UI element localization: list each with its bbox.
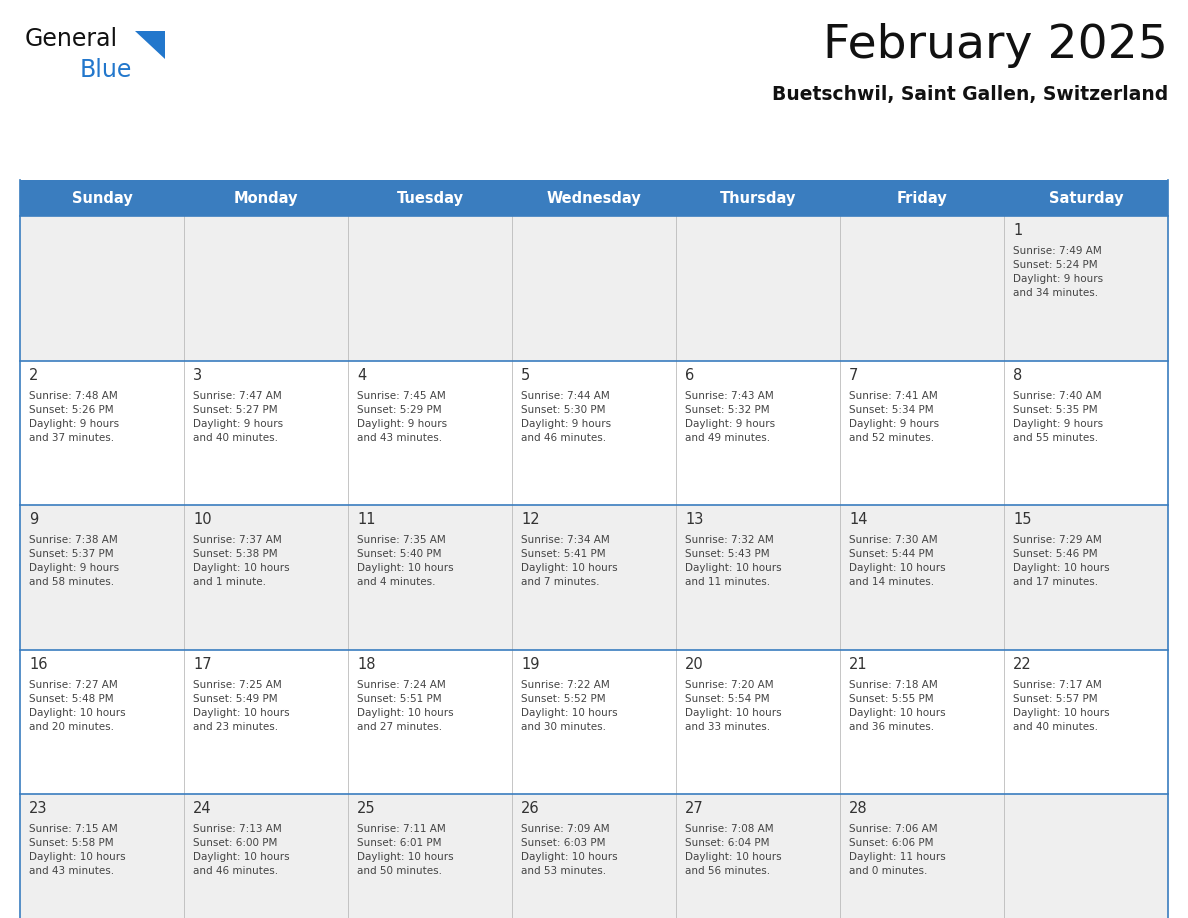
Text: Sunrise: 7:11 AM
Sunset: 6:01 PM
Daylight: 10 hours
and 50 minutes.: Sunrise: 7:11 AM Sunset: 6:01 PM Dayligh…	[358, 824, 454, 877]
Text: Sunrise: 7:32 AM
Sunset: 5:43 PM
Daylight: 10 hours
and 11 minutes.: Sunrise: 7:32 AM Sunset: 5:43 PM Dayligh…	[685, 535, 782, 588]
Text: 10: 10	[192, 512, 211, 527]
Text: 20: 20	[685, 656, 703, 672]
Text: Tuesday: Tuesday	[397, 191, 463, 206]
Text: Sunrise: 7:24 AM
Sunset: 5:51 PM
Daylight: 10 hours
and 27 minutes.: Sunrise: 7:24 AM Sunset: 5:51 PM Dayligh…	[358, 680, 454, 732]
Text: General: General	[25, 27, 118, 51]
Text: Sunrise: 7:22 AM
Sunset: 5:52 PM
Daylight: 10 hours
and 30 minutes.: Sunrise: 7:22 AM Sunset: 5:52 PM Dayligh…	[522, 680, 618, 732]
Text: Blue: Blue	[80, 58, 132, 82]
Text: Sunrise: 7:37 AM
Sunset: 5:38 PM
Daylight: 10 hours
and 1 minute.: Sunrise: 7:37 AM Sunset: 5:38 PM Dayligh…	[192, 535, 290, 588]
Text: 19: 19	[522, 656, 539, 672]
Text: Saturday: Saturday	[1049, 191, 1123, 206]
Text: 25: 25	[358, 801, 375, 816]
Text: Sunrise: 7:29 AM
Sunset: 5:46 PM
Daylight: 10 hours
and 17 minutes.: Sunrise: 7:29 AM Sunset: 5:46 PM Dayligh…	[1013, 535, 1110, 588]
Text: Buetschwil, Saint Gallen, Switzerland: Buetschwil, Saint Gallen, Switzerland	[772, 85, 1168, 104]
Text: Sunrise: 7:45 AM
Sunset: 5:29 PM
Daylight: 9 hours
and 43 minutes.: Sunrise: 7:45 AM Sunset: 5:29 PM Dayligh…	[358, 390, 447, 442]
Text: 9: 9	[29, 512, 38, 527]
Text: Friday: Friday	[897, 191, 947, 206]
Text: Sunrise: 7:38 AM
Sunset: 5:37 PM
Daylight: 9 hours
and 58 minutes.: Sunrise: 7:38 AM Sunset: 5:37 PM Dayligh…	[29, 535, 119, 588]
Bar	[20, 361, 1168, 505]
Text: 2: 2	[29, 367, 38, 383]
Text: Sunrise: 7:44 AM
Sunset: 5:30 PM
Daylight: 9 hours
and 46 minutes.: Sunrise: 7:44 AM Sunset: 5:30 PM Dayligh…	[522, 390, 611, 442]
Text: 3: 3	[192, 367, 202, 383]
Bar	[20, 650, 1168, 794]
Bar	[20, 794, 1168, 918]
Text: Sunrise: 7:15 AM
Sunset: 5:58 PM
Daylight: 10 hours
and 43 minutes.: Sunrise: 7:15 AM Sunset: 5:58 PM Dayligh…	[29, 824, 126, 877]
Text: 17: 17	[192, 656, 211, 672]
Text: Thursday: Thursday	[720, 191, 796, 206]
Text: Sunrise: 7:20 AM
Sunset: 5:54 PM
Daylight: 10 hours
and 33 minutes.: Sunrise: 7:20 AM Sunset: 5:54 PM Dayligh…	[685, 680, 782, 732]
Bar	[20, 505, 1168, 650]
Text: Sunrise: 7:40 AM
Sunset: 5:35 PM
Daylight: 9 hours
and 55 minutes.: Sunrise: 7:40 AM Sunset: 5:35 PM Dayligh…	[1013, 390, 1104, 442]
Text: Sunday: Sunday	[71, 191, 132, 206]
Text: Sunrise: 7:34 AM
Sunset: 5:41 PM
Daylight: 10 hours
and 7 minutes.: Sunrise: 7:34 AM Sunset: 5:41 PM Dayligh…	[522, 535, 618, 588]
Text: Sunrise: 7:49 AM
Sunset: 5:24 PM
Daylight: 9 hours
and 34 minutes.: Sunrise: 7:49 AM Sunset: 5:24 PM Dayligh…	[1013, 246, 1104, 298]
Text: 15: 15	[1013, 512, 1031, 527]
Text: 16: 16	[29, 656, 48, 672]
Text: 6: 6	[685, 367, 694, 383]
Text: 13: 13	[685, 512, 703, 527]
Text: Sunrise: 7:13 AM
Sunset: 6:00 PM
Daylight: 10 hours
and 46 minutes.: Sunrise: 7:13 AM Sunset: 6:00 PM Dayligh…	[192, 824, 290, 877]
Text: 21: 21	[849, 656, 867, 672]
Text: Sunrise: 7:43 AM
Sunset: 5:32 PM
Daylight: 9 hours
and 49 minutes.: Sunrise: 7:43 AM Sunset: 5:32 PM Dayligh…	[685, 390, 775, 442]
Text: 23: 23	[29, 801, 48, 816]
Text: Sunrise: 7:17 AM
Sunset: 5:57 PM
Daylight: 10 hours
and 40 minutes.: Sunrise: 7:17 AM Sunset: 5:57 PM Dayligh…	[1013, 680, 1110, 732]
Bar	[20, 216, 1168, 361]
Text: Monday: Monday	[234, 191, 298, 206]
Text: 5: 5	[522, 367, 530, 383]
Text: 18: 18	[358, 656, 375, 672]
Text: Sunrise: 7:27 AM
Sunset: 5:48 PM
Daylight: 10 hours
and 20 minutes.: Sunrise: 7:27 AM Sunset: 5:48 PM Dayligh…	[29, 680, 126, 732]
Text: Sunrise: 7:35 AM
Sunset: 5:40 PM
Daylight: 10 hours
and 4 minutes.: Sunrise: 7:35 AM Sunset: 5:40 PM Dayligh…	[358, 535, 454, 588]
Text: 4: 4	[358, 367, 366, 383]
Text: Sunrise: 7:08 AM
Sunset: 6:04 PM
Daylight: 10 hours
and 56 minutes.: Sunrise: 7:08 AM Sunset: 6:04 PM Dayligh…	[685, 824, 782, 877]
Bar	[20, 180, 1168, 216]
Text: 7: 7	[849, 367, 859, 383]
Text: 22: 22	[1013, 656, 1031, 672]
Text: Wednesday: Wednesday	[546, 191, 642, 206]
Text: 14: 14	[849, 512, 867, 527]
Text: 24: 24	[192, 801, 211, 816]
Text: Sunrise: 7:47 AM
Sunset: 5:27 PM
Daylight: 9 hours
and 40 minutes.: Sunrise: 7:47 AM Sunset: 5:27 PM Dayligh…	[192, 390, 283, 442]
Text: Sunrise: 7:18 AM
Sunset: 5:55 PM
Daylight: 10 hours
and 36 minutes.: Sunrise: 7:18 AM Sunset: 5:55 PM Dayligh…	[849, 680, 946, 732]
Text: 8: 8	[1013, 367, 1022, 383]
Text: 27: 27	[685, 801, 703, 816]
Text: Sunrise: 7:25 AM
Sunset: 5:49 PM
Daylight: 10 hours
and 23 minutes.: Sunrise: 7:25 AM Sunset: 5:49 PM Dayligh…	[192, 680, 290, 732]
Text: Sunrise: 7:41 AM
Sunset: 5:34 PM
Daylight: 9 hours
and 52 minutes.: Sunrise: 7:41 AM Sunset: 5:34 PM Dayligh…	[849, 390, 940, 442]
Text: 28: 28	[849, 801, 867, 816]
Text: 11: 11	[358, 512, 375, 527]
Text: Sunrise: 7:06 AM
Sunset: 6:06 PM
Daylight: 11 hours
and 0 minutes.: Sunrise: 7:06 AM Sunset: 6:06 PM Dayligh…	[849, 824, 946, 877]
Text: 1: 1	[1013, 223, 1022, 238]
Text: Sunrise: 7:48 AM
Sunset: 5:26 PM
Daylight: 9 hours
and 37 minutes.: Sunrise: 7:48 AM Sunset: 5:26 PM Dayligh…	[29, 390, 119, 442]
Text: 26: 26	[522, 801, 539, 816]
Text: Sunrise: 7:30 AM
Sunset: 5:44 PM
Daylight: 10 hours
and 14 minutes.: Sunrise: 7:30 AM Sunset: 5:44 PM Dayligh…	[849, 535, 946, 588]
Text: February 2025: February 2025	[823, 23, 1168, 68]
Text: Sunrise: 7:09 AM
Sunset: 6:03 PM
Daylight: 10 hours
and 53 minutes.: Sunrise: 7:09 AM Sunset: 6:03 PM Dayligh…	[522, 824, 618, 877]
Text: 12: 12	[522, 512, 539, 527]
Polygon shape	[135, 31, 165, 59]
